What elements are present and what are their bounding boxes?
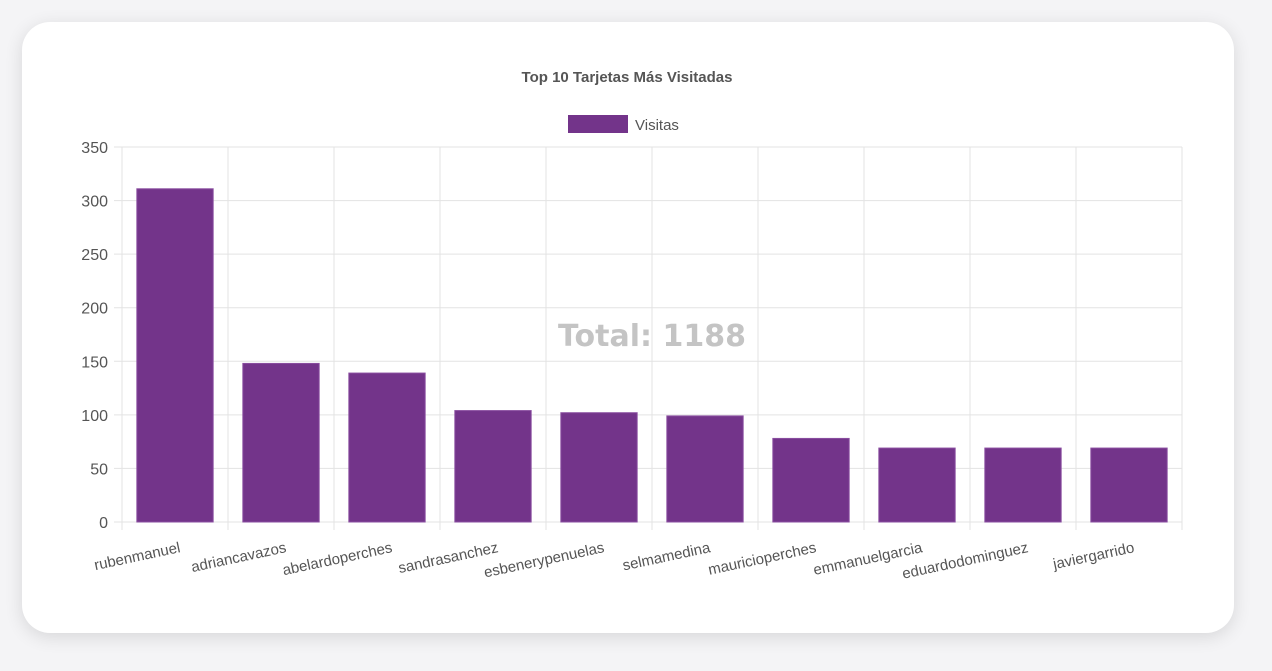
x-tick-label: javiergarrido	[1051, 539, 1136, 573]
x-tick-label: esbenerypenuelas	[482, 539, 605, 581]
bar-selmamedina[interactable]	[666, 415, 744, 523]
y-axis: 0 50 100 150 200 250 300 350	[81, 140, 108, 532]
bar-abelardoperches[interactable]	[348, 372, 426, 523]
bar-esbenerypenuelas[interactable]	[560, 412, 638, 523]
total-label: Total: 1188	[558, 319, 746, 354]
x-tick-label: selmamedina	[621, 539, 712, 574]
y-tick-label: 350	[81, 140, 108, 157]
y-tick-label: 300	[81, 194, 108, 211]
y-tick-label: 50	[90, 461, 108, 478]
bars	[136, 188, 1168, 523]
y-tick-label: 100	[81, 408, 108, 425]
chart-title: Top 10 Tarjetas Más Visitadas	[522, 69, 733, 86]
y-tick-label: 0	[99, 515, 108, 532]
y-tick-label: 150	[81, 354, 108, 371]
bar-javiergarrido[interactable]	[1090, 447, 1168, 523]
bar-emmanuelgarcia[interactable]	[878, 447, 956, 523]
x-tick-label: abelardoperches	[281, 539, 394, 579]
bar-rubenmanuel[interactable]	[136, 188, 214, 523]
x-tick-label: rubenmanuel	[93, 539, 182, 574]
bar-sandrasanchez[interactable]	[454, 410, 532, 523]
bar-eduardodominguez[interactable]	[984, 447, 1062, 523]
x-tick-label: adriancavazos	[190, 539, 288, 576]
x-tick-label: mauricioperches	[707, 539, 818, 579]
y-tick-label: 200	[81, 301, 108, 318]
y-tick-label: 250	[81, 247, 108, 264]
bar-mauricioperches[interactable]	[772, 437, 850, 523]
legend-swatch[interactable]	[568, 115, 628, 133]
legend-label[interactable]: Visitas	[635, 117, 679, 134]
bar-adriancavazos[interactable]	[242, 362, 320, 523]
